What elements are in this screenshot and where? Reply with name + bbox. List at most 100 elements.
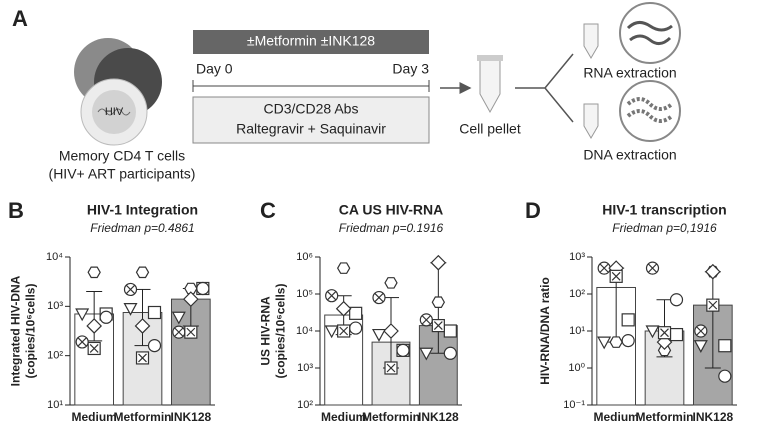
x-tick-label: INK128 <box>692 410 733 424</box>
point-part <box>349 321 363 335</box>
point <box>184 325 198 339</box>
point <box>431 296 446 309</box>
point <box>75 308 90 322</box>
day-label: Day 3 <box>392 61 429 77</box>
point-part <box>718 339 732 353</box>
point-part <box>431 296 446 309</box>
point-part <box>186 327 196 337</box>
tube <box>479 59 501 114</box>
chart-subtitle: Friedman p=0.1916 <box>339 221 444 235</box>
point-part <box>134 318 151 334</box>
point <box>171 311 186 325</box>
point-part <box>383 323 399 339</box>
cell-label: HIV <box>105 106 124 118</box>
point-part <box>99 310 113 324</box>
point-part <box>126 285 135 294</box>
point <box>383 323 399 339</box>
point-part <box>335 300 352 317</box>
y-tick-label: 10³ <box>569 251 585 263</box>
point <box>147 305 162 320</box>
y-axis-label: US HIV-RNA <box>259 296 273 366</box>
y-tick-label: 10⁵ <box>296 288 313 300</box>
point-part <box>196 281 210 296</box>
zoom <box>619 80 681 142</box>
day-label: Day 0 <box>196 61 233 77</box>
point <box>419 313 433 327</box>
point-part <box>611 271 621 281</box>
point <box>134 318 151 334</box>
point <box>87 266 101 279</box>
cells-label: (HIV+ ART participants) <box>49 166 196 182</box>
point <box>396 343 410 357</box>
point <box>135 351 150 365</box>
point-part <box>324 325 339 339</box>
point <box>704 263 721 280</box>
point <box>371 328 387 342</box>
point-part <box>374 293 384 303</box>
y-tick-label: 10⁰ <box>568 362 585 374</box>
point-part <box>171 311 186 325</box>
point-part <box>609 336 623 348</box>
y-axis-label: (copies/10⁶cells) <box>24 284 38 379</box>
y-tick-label: 10⁴ <box>46 251 63 263</box>
point <box>123 282 138 297</box>
point <box>597 261 611 275</box>
point-part <box>349 306 363 320</box>
point-part <box>386 363 396 373</box>
point-part <box>123 302 138 316</box>
y-tick-label: 10¹ <box>569 325 585 337</box>
point-part <box>704 263 721 280</box>
y-tick-label: 10² <box>47 350 63 362</box>
point-part <box>708 300 718 310</box>
point <box>669 293 684 307</box>
point <box>75 335 89 349</box>
point <box>609 269 623 283</box>
point <box>419 347 434 361</box>
point <box>718 339 732 353</box>
x-tick-label: Metformin <box>114 410 172 424</box>
point <box>196 281 210 296</box>
point <box>621 334 635 348</box>
point <box>349 306 363 320</box>
y-tick-label: 10¹ <box>47 399 63 411</box>
point-part <box>87 266 101 279</box>
y-tick-label: 10³ <box>47 300 63 312</box>
point <box>182 291 199 307</box>
point-part <box>182 291 199 307</box>
point <box>693 340 708 353</box>
point-part <box>86 318 103 334</box>
point-part <box>135 266 150 279</box>
point <box>324 325 339 339</box>
pellet-label: Cell pellet <box>459 121 521 137</box>
tube-cap <box>477 55 503 61</box>
rna-strands <box>626 21 673 45</box>
charts: B HIV-1 Integration Friedman p=0.4861 Integ… <box>8 198 737 424</box>
point-part <box>621 313 635 327</box>
x-tick-label: Medium <box>321 410 366 424</box>
panel-a: A HIV Memory CD4 T cells (HIV+ ART parti… <box>12 2 681 182</box>
culture: CD3/CD28 Abs <box>264 101 359 117</box>
point <box>184 282 198 295</box>
zoom <box>619 2 681 64</box>
point <box>694 324 708 338</box>
point <box>135 266 150 279</box>
y-tick-label: 10⁶ <box>296 251 313 263</box>
culture: Raltegravir + Saquinavir <box>236 121 386 137</box>
point <box>621 313 635 327</box>
point-part <box>419 347 434 361</box>
point <box>99 310 113 324</box>
point <box>336 262 351 274</box>
point-part <box>89 344 99 353</box>
culture-box <box>192 96 430 144</box>
x-tick-label: INK128 <box>418 410 459 424</box>
point <box>669 327 684 342</box>
x-tick-label: INK128 <box>170 410 211 424</box>
point-part <box>443 346 457 360</box>
treatment-box <box>193 30 429 54</box>
point <box>337 324 351 338</box>
y-axis-label: Integrated HIV-DNA <box>9 275 23 386</box>
point <box>372 290 386 305</box>
point <box>657 326 672 340</box>
panel-letter: D <box>525 198 541 223</box>
